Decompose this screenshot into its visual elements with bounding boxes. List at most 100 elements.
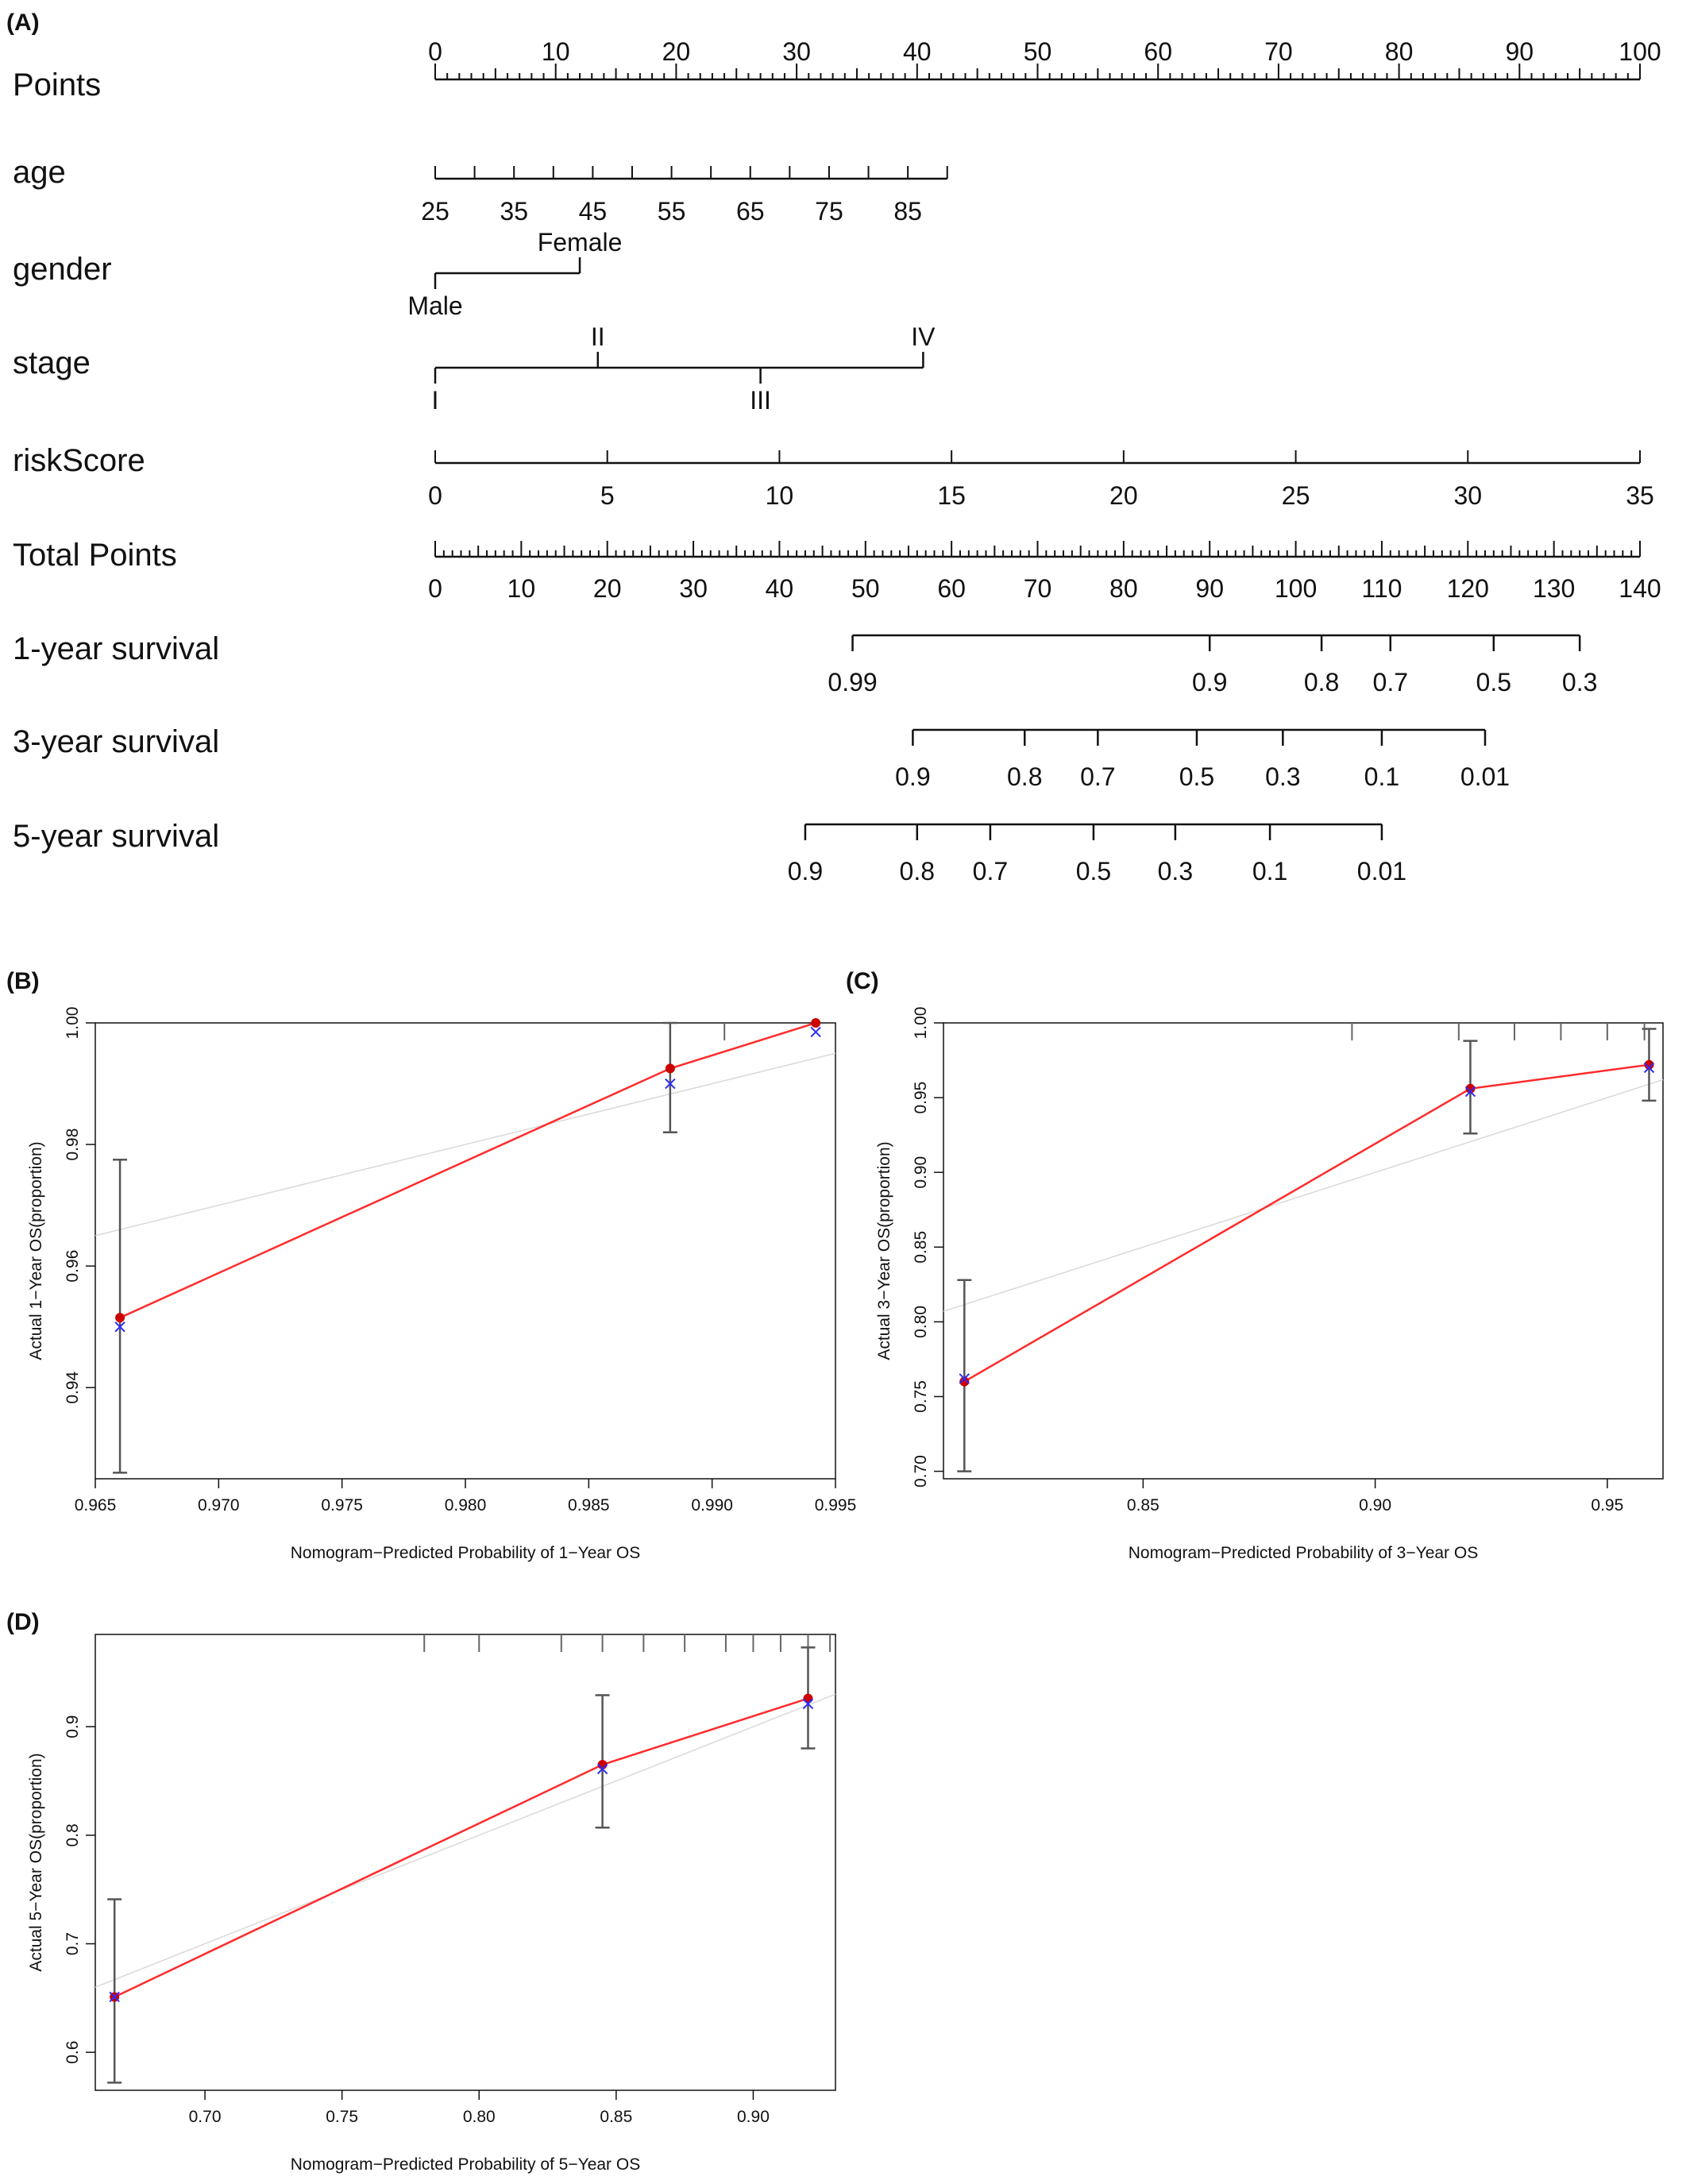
row-tick-label: 0.5 [1076, 857, 1111, 886]
row-tick-label: 20 [1109, 481, 1138, 510]
row-tick-label: 10 [766, 481, 794, 510]
row-tick-label: 0.7 [973, 857, 1008, 886]
row-tick-label: 90 [1195, 574, 1224, 603]
ideal-line [95, 1052, 836, 1237]
corrected-point [1464, 1086, 1476, 1098]
observed-point [1465, 1083, 1476, 1094]
y-tick-label: 1.00 [912, 1007, 930, 1040]
row-tick-label: 100 [1275, 574, 1317, 603]
y-tick-label: 0.96 [64, 1250, 82, 1283]
y-tick-label: 1.00 [64, 1007, 82, 1040]
row-tick-label: 80 [1109, 574, 1138, 603]
row-tick-label: 40 [766, 574, 794, 603]
row-tick-label: 30 [679, 574, 708, 603]
row-tick-label: 15 [937, 481, 966, 510]
row-tick-label: 20 [593, 574, 622, 603]
row-level-label: II [591, 322, 605, 351]
row-tick-label: 0.1 [1364, 762, 1399, 791]
panel-label-c: (C) [846, 968, 879, 994]
row-tick-label: 0.01 [1460, 762, 1510, 791]
panel-label-b: (B) [6, 968, 40, 994]
row-tick-label: 0.99 [828, 668, 877, 696]
fit-line [114, 1697, 808, 1998]
row-level-label: III [750, 386, 771, 415]
y-tick-label: 0.95 [912, 1082, 930, 1114]
y-tick-label: 0.85 [912, 1231, 930, 1264]
calibration-plot-1-year: 0.965 0.970 0.975 0.980 0.985 0.990 0.995 0.94 0… [27, 1007, 856, 1562]
plot-frame [95, 1634, 836, 2091]
row-label-2: gender [13, 252, 112, 287]
observed-point [115, 1313, 125, 1323]
row-tick-label: 0.5 [1476, 668, 1511, 696]
row-tick-label: 35 [1626, 481, 1654, 510]
row-tick-label: 20 [662, 37, 691, 66]
row-tick-label: 30 [1453, 481, 1482, 510]
row-label-4: riskScore [13, 443, 145, 478]
row-tick-label: 0.9 [895, 762, 930, 791]
row-tick-label: 80 [1385, 37, 1414, 66]
x-axis-title: Nomogram−Predicted Probability of 1−Year… [291, 1544, 640, 1562]
calibration-plot-3-year: 0.85 0.90 0.95 0.70 0.75 0.80 0.85 0.90 0.95 1.00… [875, 1007, 1664, 1562]
x-tick-label: 0.990 [691, 1496, 733, 1515]
row-tick-label: 0 [428, 481, 442, 510]
corrected-point [114, 1321, 125, 1333]
row-level-label: Female [538, 228, 623, 257]
corrected-point [802, 1698, 814, 1710]
x-tick-label: 0.95 [1591, 1496, 1623, 1515]
panel-label-a: (A) [6, 10, 40, 36]
y-tick-label: 0.94 [64, 1371, 82, 1403]
plot-frame [943, 1022, 1664, 1480]
observed-point [811, 1018, 821, 1028]
x-tick-label: 0.985 [568, 1496, 610, 1515]
ideal-line [943, 1078, 1664, 1312]
row-tick-label: 10 [507, 574, 536, 603]
corrected-point [1643, 1062, 1655, 1074]
ideal-line [95, 1693, 836, 1988]
row-label-8: 5-year survival [13, 819, 219, 854]
observed-point [1644, 1059, 1654, 1070]
y-tick-label: 0.98 [64, 1129, 82, 1161]
row-tick-label: 100 [1619, 37, 1661, 66]
x-tick-label: 0.90 [737, 2108, 770, 2126]
row-tick-label: 0.9 [1192, 668, 1227, 696]
y-tick-label: 0.7 [64, 1932, 82, 1955]
y-tick-label: 0.9 [64, 1715, 82, 1738]
row-tick-label: 10 [542, 37, 570, 66]
x-axis-title: Nomogram−Predicted Probability of 5−Year… [291, 2155, 640, 2174]
row-label-7: 3-year survival [13, 724, 219, 759]
row-tick-label: 0.5 [1179, 762, 1214, 791]
x-tick-label: 0.965 [75, 1496, 117, 1515]
row-level-label: IV [911, 322, 936, 351]
row-label-3: stage [13, 345, 91, 380]
row-tick-label: 85 [893, 197, 922, 226]
row-level-label: Male [407, 291, 462, 320]
row-tick-label: 70 [1264, 37, 1293, 66]
row-tick-label: 140 [1619, 574, 1661, 603]
row-tick-label: 90 [1506, 37, 1534, 66]
row-tick-label: 0.3 [1158, 857, 1193, 886]
row-tick-label: 25 [1282, 481, 1310, 510]
corrected-point [810, 1026, 821, 1038]
y-tick-label: 0.8 [64, 1823, 82, 1846]
x-tick-label: 0.70 [189, 2108, 222, 2126]
row-tick-label: 30 [782, 37, 811, 66]
corrected-point [959, 1373, 970, 1384]
y-tick-label: 0.80 [912, 1306, 930, 1338]
row-level-label: I [432, 386, 439, 415]
row-tick-label: 0.3 [1562, 668, 1597, 696]
row-label-6: 1-year survival [13, 631, 219, 666]
corrected-point [109, 1991, 120, 2003]
row-tick-label: 60 [937, 574, 966, 603]
row-tick-label: 0 [428, 574, 442, 603]
x-axis-title: Nomogram−Predicted Probability of 3−Year… [1129, 1544, 1478, 1562]
x-tick-label: 0.975 [321, 1496, 363, 1515]
observed-point [665, 1063, 675, 1074]
row-tick-label: 60 [1144, 37, 1172, 66]
row-tick-label: 0.9 [788, 857, 823, 886]
x-tick-label: 0.85 [1127, 1496, 1159, 1515]
row-tick-label: 45 [579, 197, 608, 226]
row-label-5: Total Points [13, 538, 177, 573]
y-tick-label: 0.75 [912, 1380, 930, 1413]
